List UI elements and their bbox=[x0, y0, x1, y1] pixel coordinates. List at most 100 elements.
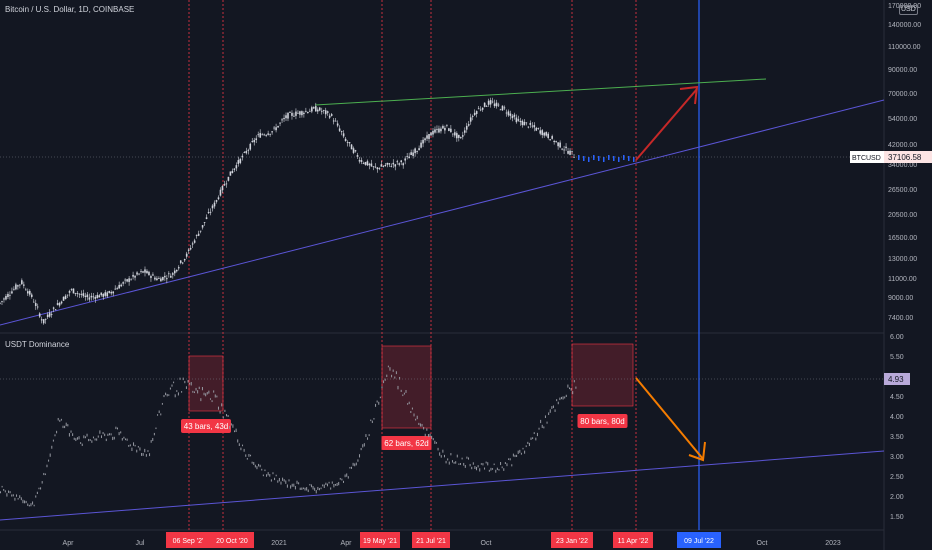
dominance-arrow bbox=[635, 377, 704, 460]
dominance-bar bbox=[415, 418, 417, 421]
btc-candle-body bbox=[50, 314, 53, 315]
btc-candle-body bbox=[11, 291, 13, 294]
forecast-bar bbox=[618, 157, 620, 162]
btc-candle-body bbox=[17, 285, 19, 287]
dominance-bar bbox=[495, 469, 497, 473]
dominance-bar bbox=[293, 483, 295, 487]
dominance-bar bbox=[468, 457, 470, 460]
btc-candle-body bbox=[454, 132, 456, 136]
btc-candle-body bbox=[533, 125, 536, 128]
dominance-bar bbox=[368, 434, 370, 437]
btc-candle-body bbox=[134, 275, 136, 278]
dominance-bar bbox=[174, 394, 176, 398]
btc-candle-body bbox=[299, 111, 301, 115]
dominance-bar bbox=[535, 437, 537, 441]
btc-candle-body bbox=[392, 162, 395, 165]
dominance-bar bbox=[256, 466, 258, 470]
btc-candle-body bbox=[485, 106, 488, 107]
dominance-bar bbox=[328, 481, 330, 484]
dominance-bar bbox=[59, 419, 61, 422]
dominance-bar bbox=[426, 428, 428, 431]
btc-candle-body bbox=[70, 289, 73, 291]
btc-candle-body bbox=[56, 303, 59, 305]
btc-candle-body bbox=[126, 279, 128, 282]
dominance-bar bbox=[386, 374, 388, 377]
price-tick-label: 9000.00 bbox=[888, 295, 913, 302]
btc-candle-body bbox=[475, 111, 478, 114]
btc-candle-body bbox=[376, 167, 379, 170]
dominance-bar bbox=[453, 461, 455, 464]
btc-candle-body bbox=[58, 302, 61, 306]
dominance-bar bbox=[524, 450, 526, 454]
btc-candle-body bbox=[541, 130, 544, 136]
dominance-bar bbox=[166, 393, 168, 397]
btc-candle-body bbox=[54, 309, 57, 311]
dominance-bar bbox=[330, 487, 332, 490]
dominance-bar bbox=[137, 446, 139, 448]
dominance-bar bbox=[288, 479, 290, 482]
btc-candle-body bbox=[418, 148, 420, 151]
btc-candle-body bbox=[235, 165, 238, 169]
dominance-bar bbox=[192, 390, 194, 393]
btc-candle-body bbox=[503, 107, 506, 109]
btc-candle-body bbox=[3, 298, 5, 300]
dominance-bar bbox=[384, 378, 386, 381]
dominance-bar bbox=[3, 488, 5, 491]
dominance-bar bbox=[434, 440, 436, 444]
dominance-bar bbox=[565, 394, 567, 398]
price-tick-label: 11000.00 bbox=[888, 276, 917, 283]
dominance-bar bbox=[310, 484, 312, 488]
dominance-bar bbox=[217, 406, 219, 410]
dominance-bar bbox=[28, 504, 30, 507]
dominance-bar bbox=[342, 480, 344, 483]
btc-candle-body bbox=[549, 139, 551, 141]
dominance-bar bbox=[160, 413, 162, 416]
btc-candle-body bbox=[150, 276, 152, 278]
btc-candle-body bbox=[203, 222, 206, 223]
btc-candle-body bbox=[241, 155, 244, 158]
dominance-bar bbox=[540, 419, 542, 424]
dominance-bar bbox=[209, 398, 211, 400]
dominance-bar bbox=[552, 405, 554, 409]
dominance-tick-label: 1.50 bbox=[890, 514, 904, 521]
btc-candle-body bbox=[340, 131, 343, 133]
btc-candle-body bbox=[412, 152, 414, 156]
dominance-bar bbox=[20, 497, 22, 501]
date-marker-tag-bg bbox=[166, 532, 210, 548]
btc-candle-body bbox=[289, 112, 291, 114]
dominance-bar bbox=[451, 460, 453, 463]
dominance-bar bbox=[158, 410, 160, 414]
dominance-bar bbox=[506, 463, 508, 467]
dominance-bar bbox=[272, 472, 274, 475]
dominance-bar bbox=[17, 498, 19, 500]
dominance-bar bbox=[487, 462, 489, 466]
dominance-bar bbox=[399, 376, 401, 380]
dominance-bar bbox=[282, 477, 284, 481]
dominance-bar bbox=[501, 466, 503, 469]
btc-candle-body bbox=[175, 269, 178, 272]
btc-candle-body bbox=[311, 107, 313, 112]
btc-candle-body bbox=[318, 107, 321, 111]
dominance-bar bbox=[476, 466, 478, 471]
dominance-bar bbox=[201, 387, 203, 391]
btc-candle-body bbox=[201, 225, 204, 228]
btc-candle-body bbox=[80, 293, 83, 295]
dominance-bar bbox=[216, 395, 218, 398]
dominance-bar bbox=[155, 427, 157, 430]
dominance-bar bbox=[443, 454, 445, 458]
dominance-bar bbox=[136, 449, 138, 453]
dominance-bar bbox=[67, 424, 69, 427]
btc-candle-body bbox=[460, 137, 462, 139]
btc-candle-body bbox=[573, 156, 575, 158]
dominance-bar bbox=[206, 391, 208, 395]
btc-candle-body bbox=[531, 125, 534, 127]
dominance-bar bbox=[205, 393, 207, 397]
dominance-bar bbox=[242, 444, 244, 447]
dominance-tick-label: 3.50 bbox=[890, 434, 904, 441]
dominance-bar bbox=[424, 433, 426, 437]
date-marker-tag-bg bbox=[210, 532, 254, 548]
date-marker-tag: 09 Jul '22 bbox=[684, 538, 714, 545]
dominance-bar bbox=[56, 430, 58, 434]
dominance-bar bbox=[402, 394, 404, 397]
